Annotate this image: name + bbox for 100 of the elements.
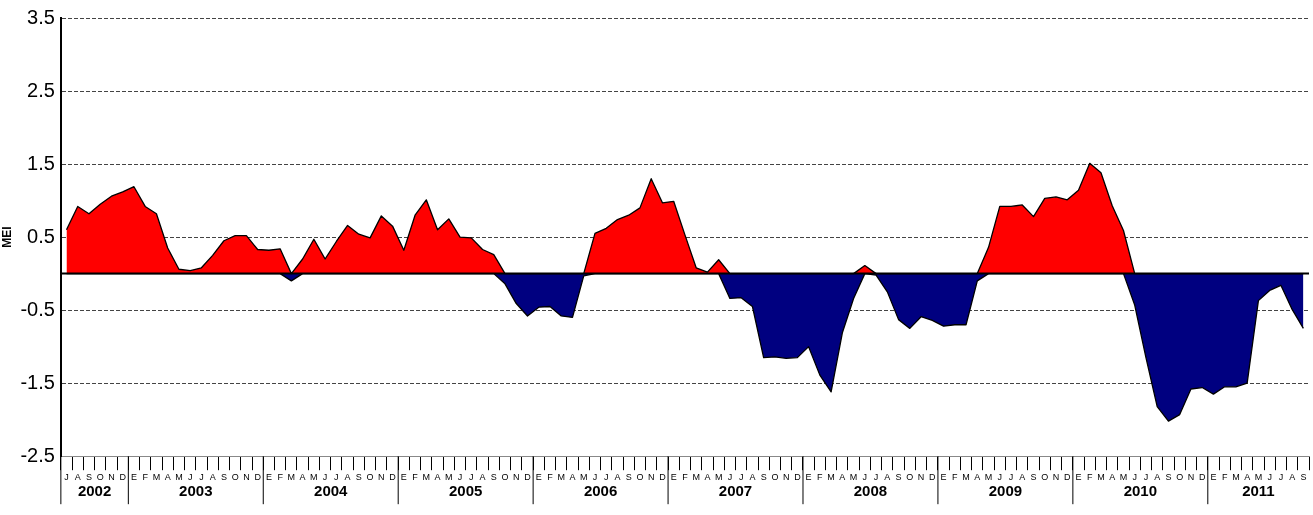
x-tick-label: N [782,472,790,483]
x-tick-label: A [749,472,756,483]
x-tick-label: J [997,472,1003,483]
y-tick-label: 3.5 [27,5,55,28]
x-tick-label: D [929,472,937,483]
x-tick-label: N [108,472,115,483]
x-tick-label: S [1300,472,1307,483]
text: 2011 [1242,482,1275,500]
x-tick-label: A [164,472,171,483]
x-tick-label: D [119,472,127,483]
x-tick-label: J [1132,472,1137,483]
y-tick-label: -2.5 [20,443,55,466]
y-tick-label: 1.5 [27,151,55,174]
x-tick-label: A [1154,472,1161,483]
text: 2008 [853,482,888,500]
x-tick-label: F [277,472,284,483]
x-tick-label: A [614,472,621,483]
x-tick-label: J [592,472,598,483]
x-tick-label: E [805,472,812,483]
x-tick-label: D [389,472,397,483]
x-tick-label: J [64,472,69,483]
x-tick-label: M [175,472,183,483]
x-tick-label: O [96,472,104,483]
y-tick-label: 0.5 [27,224,55,247]
x-tick-label: N [243,472,250,483]
text: 2004 [314,482,349,500]
x-tick-label: S [625,472,632,483]
x-tick-label: A [884,472,891,483]
x-tick-label: A [1289,472,1296,483]
x-tick-label: O [771,472,779,483]
x-tick-label: E [1075,472,1082,483]
x-tick-label: J [334,472,339,483]
x-tick-label: O [636,472,644,483]
x-tick-label: S [85,472,92,483]
y-axis-title: MEI [0,226,14,248]
x-tick-label: D [254,472,262,483]
x-tick-label: A [704,472,711,483]
x-tick-label: A [974,472,981,483]
x-tick-label: E [1210,472,1217,483]
x-tick-label: A [1109,472,1116,483]
x-tick-label: J [199,472,204,483]
x-tick-label: J [862,472,868,483]
x-tick-label: F [682,472,689,483]
x-tick-label: D [659,472,667,483]
x-tick-label: J [1143,472,1149,483]
x-tick-label: E [265,472,272,483]
text: 2009 [988,482,1023,500]
text: 2007 [718,482,753,500]
x-tick-label: A [209,472,216,483]
x-tick-label: F [142,472,149,483]
x-tick-label: D [1063,472,1071,483]
x-tick-label: F [817,472,824,483]
x-tick-label: M [557,472,565,483]
x-tick-label: M [827,472,835,483]
x-tick-label: S [1030,472,1037,483]
x-tick-label: D [1198,472,1206,483]
x-tick-label: F [952,472,959,483]
text: 2005 [448,482,483,500]
x-tick-label: M [152,472,161,483]
x-tick-label: J [457,472,463,483]
x-tick-label: S [220,472,227,483]
x-tick-label: F [412,472,419,483]
x-tick-label: O [1041,472,1049,483]
x-tick-label: S [355,472,362,483]
x-tick-label: O [501,472,509,483]
x-tick-label: N [1187,472,1195,483]
x-tick-label: A [299,472,306,483]
x-tick-label: J [322,472,328,483]
x-tick-label: F [1086,472,1093,483]
x-tick-label: S [490,472,497,483]
text: 2006 [583,482,618,500]
x-tick-label: M [1097,472,1105,483]
x-tick-label: E [535,472,542,483]
x-tick-label: A [74,472,81,483]
x-tick-label: M [1119,472,1128,483]
x-tick-label: J [187,472,193,483]
x-tick-label: F [1221,472,1228,483]
x-tick-label: S [895,472,902,483]
x-tick-label: M [962,472,970,483]
x-tick-label: A [1019,472,1026,483]
x-tick-label: A [479,472,486,483]
x-tick-label: E [670,472,677,483]
x-tick-label: M [692,472,700,483]
x-tick-label: M [310,472,318,483]
x-tick-label: A [569,472,576,483]
x-tick-label: M [422,472,431,483]
x-tick-label: J [873,472,879,483]
x-tick-label: O [906,472,914,483]
x-tick-label: J [1267,472,1272,483]
x-tick-label: O [1176,472,1184,483]
x-tick-label: N [378,472,385,483]
x-tick-label: D [524,472,532,483]
x-tick-label: O [366,472,374,483]
x-tick-label: A [1244,472,1251,483]
x-tick-label: N [1052,472,1060,483]
x-tick-label: E [130,472,137,483]
x-tick-label: J [738,472,744,483]
x-tick-label: N [647,472,655,483]
text: 2010 [1123,482,1158,500]
x-tick-label: N [917,472,925,483]
